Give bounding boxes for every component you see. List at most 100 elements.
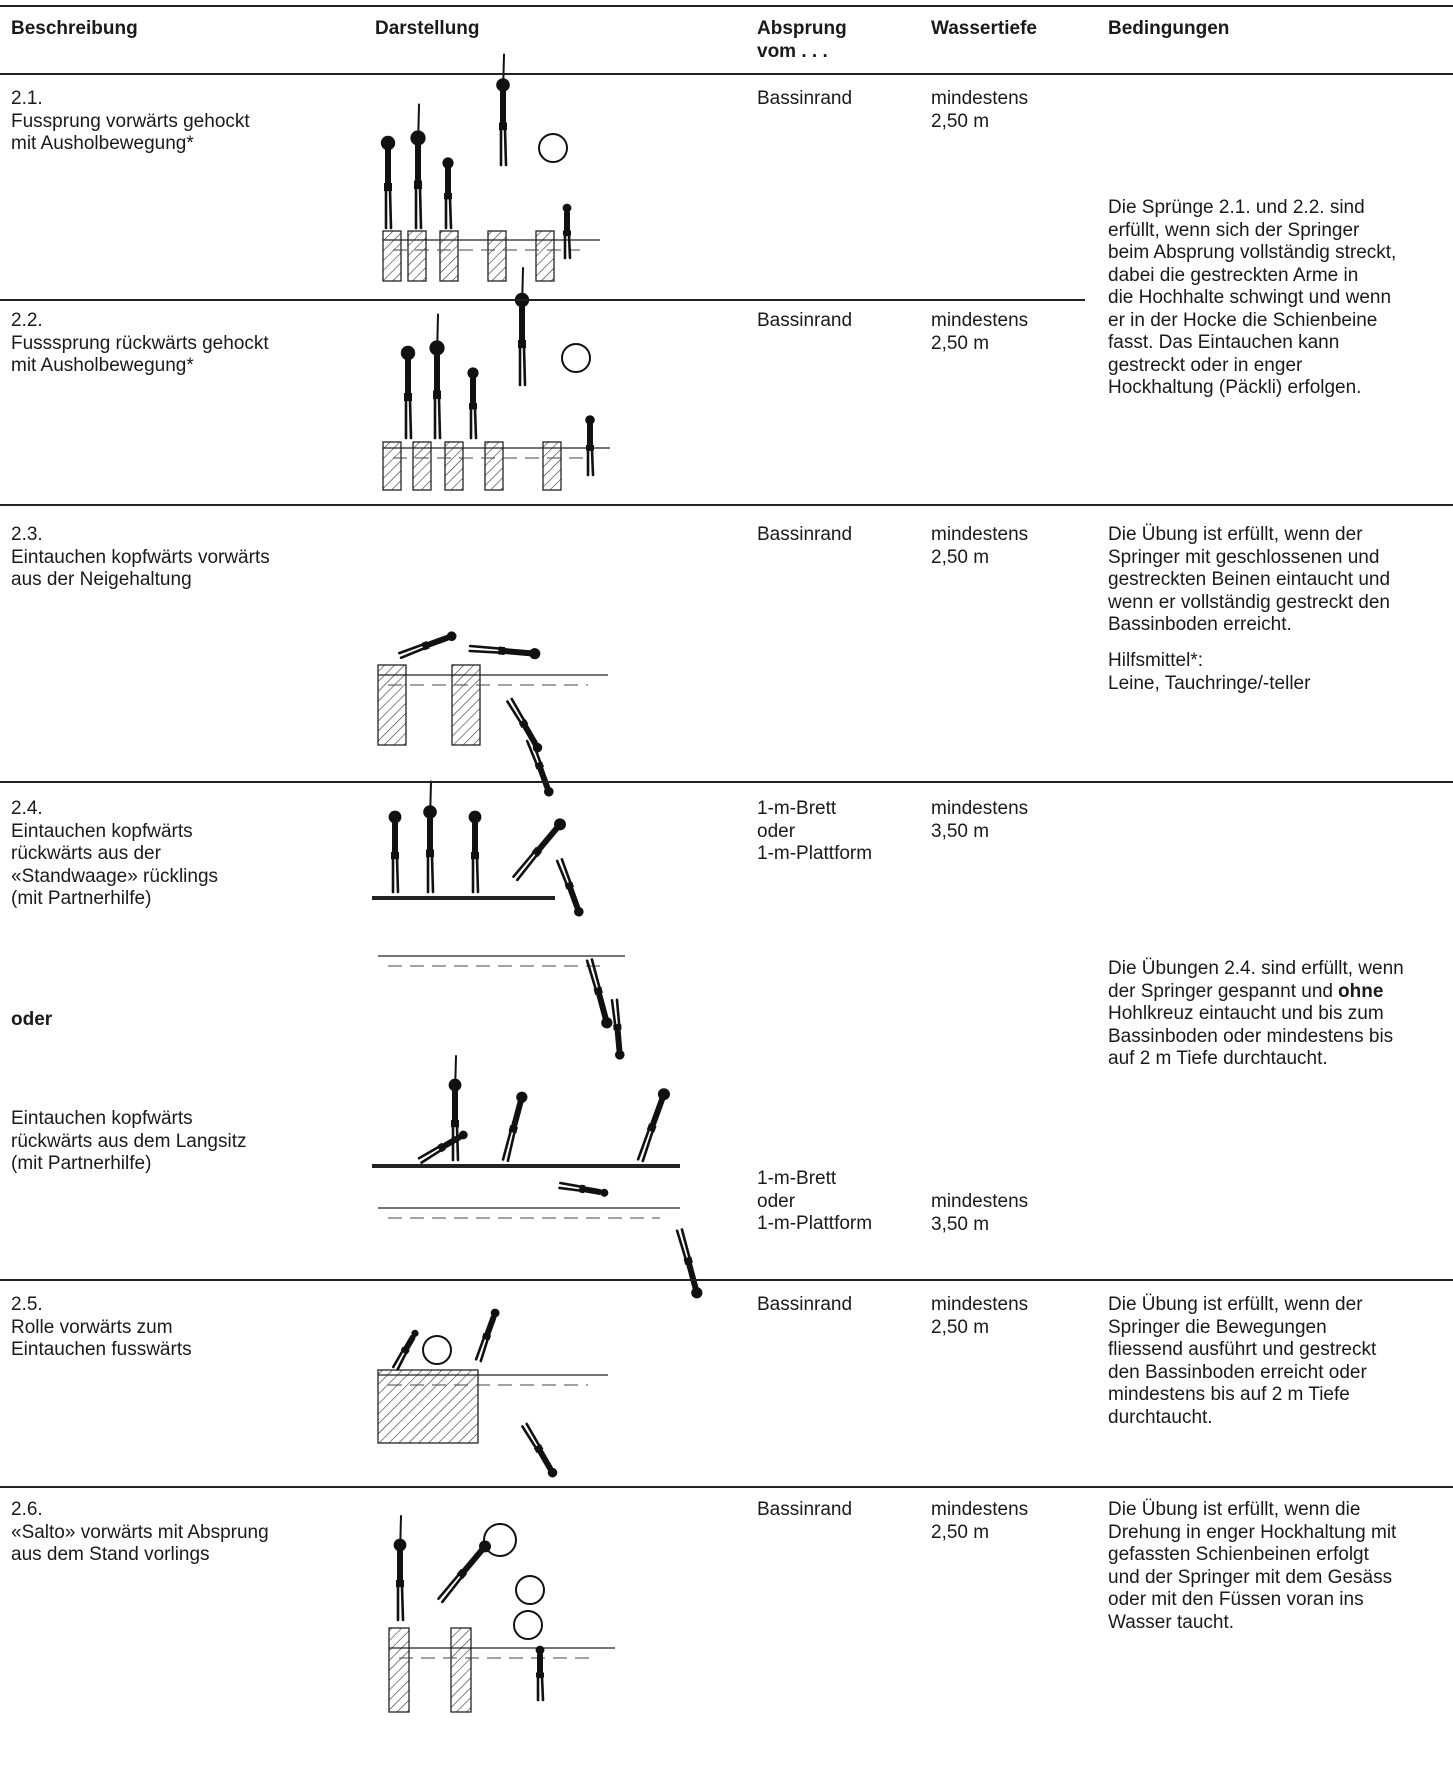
figure <box>585 958 613 1029</box>
wassertiefe: 2,50 m <box>931 1316 990 1338</box>
bedingungen: der Springer gespannt und <box>1108 980 1333 1002</box>
pool-wall <box>412 441 432 491</box>
absprung: Bassinrand <box>757 310 853 331</box>
wassertiefe: mindestens <box>931 1499 1029 1520</box>
wassertiefe: 3,50 m <box>931 1213 990 1235</box>
description: Rolle vorwärts zum <box>11 1316 173 1338</box>
tuck-figure <box>513 1610 543 1640</box>
bedingungen: Springer die Bewegungen <box>1108 1316 1327 1338</box>
description: rückwärts aus dem Langsitz <box>11 1130 247 1152</box>
bedingungen: Die Sprünge 2.1. und 2.2. sind <box>1108 197 1365 218</box>
row-rule <box>0 299 1085 301</box>
pool-wall <box>382 230 402 282</box>
wassertiefe: 2,50 m <box>931 332 990 354</box>
bedingungen: fasst. Das Eintauchen kann <box>1108 332 1340 353</box>
column-header: Darstellung <box>375 18 480 39</box>
bedingungen: oder mit den Füssen voran ins <box>1108 1589 1364 1610</box>
bedingungen: Hockhaltung (Päckli) erfolgen. <box>1108 377 1362 398</box>
figure <box>448 1055 462 1162</box>
column-header: Absprung <box>757 18 847 39</box>
figure <box>496 53 510 167</box>
figure <box>512 818 566 882</box>
row-number: 2.3. <box>11 524 43 545</box>
description: (mit Partnerhilfe) <box>11 888 152 909</box>
description: Fusssprung rückwärts gehockt <box>11 332 269 354</box>
tuck-figure <box>483 1523 517 1557</box>
row-rule <box>0 5 1453 7</box>
pool-wall <box>451 664 481 746</box>
wassertiefe: 2,50 m <box>931 546 990 568</box>
hilfsmittel: Leine, Tauchringe/-teller <box>1108 672 1311 694</box>
description: mit Ausholbewegung* <box>11 133 194 154</box>
figure <box>391 1329 419 1371</box>
wassertiefe: 2,50 m <box>931 1521 990 1543</box>
description: Eintauchen kopfwärts <box>11 820 193 842</box>
description: Eintauchen fusswärts <box>11 1339 192 1360</box>
tuck-figure <box>515 1575 545 1605</box>
bedingungen: durchtaucht. <box>1108 1406 1213 1428</box>
tuck-figure <box>422 1335 452 1365</box>
bedingungen: Die Übung ist erfüllt, wenn der <box>1108 1294 1363 1315</box>
bedingungen: fliessend ausführt und gestreckt <box>1108 1339 1377 1360</box>
column-header: vom . . . <box>757 40 828 62</box>
bedingungen: mindestens bis auf 2 m Tiefe <box>1108 1384 1350 1405</box>
bedingungen-bold: ohne <box>1338 980 1384 1002</box>
pool-wall <box>377 664 407 746</box>
description: «Salto» vorwärts mit Absprung <box>11 1521 269 1543</box>
bedingungen: gefassten Schienbeinen erfolgt <box>1108 1544 1369 1565</box>
row-rule <box>0 73 1453 75</box>
figure <box>442 157 454 230</box>
description: «Standwaage» rücklings <box>11 865 219 887</box>
bedingungen: er in der Hocke die Schienbeine <box>1108 309 1378 331</box>
figure <box>675 1228 703 1299</box>
bedingungen: Springer mit geschlossenen und <box>1108 546 1380 568</box>
description: aus der Neigehaltung <box>11 569 192 590</box>
row-number: 2.5. <box>11 1294 43 1315</box>
bedingungen: gestreckten Beinen eintaucht und <box>1108 569 1391 590</box>
row-rule <box>0 1279 1453 1281</box>
figure <box>423 780 437 894</box>
wassertiefe: mindestens <box>931 524 1029 545</box>
figure <box>429 313 445 440</box>
absprung: 1-m-Brett <box>757 1168 837 1189</box>
absprung: oder <box>757 1190 796 1212</box>
pool-wall <box>407 230 427 282</box>
wassertiefe: 2,50 m <box>931 110 990 132</box>
figure <box>468 644 541 660</box>
bedingungen: Drehung in enger Hockhaltung mit <box>1108 1521 1397 1543</box>
figure <box>467 367 479 440</box>
bedingungen: auf 2 m Tiefe durchtaucht. <box>1108 1048 1328 1069</box>
figure <box>506 697 543 753</box>
description: rückwärts aus der <box>11 843 161 864</box>
row-rule <box>0 781 1453 783</box>
wassertiefe: 3,50 m <box>931 820 990 842</box>
row-rule <box>0 504 1453 506</box>
absprung: Bassinrand <box>757 524 853 545</box>
figure <box>555 858 584 917</box>
bedingungen: erfüllt, wenn sich der Springer <box>1108 219 1360 241</box>
wassertiefe: mindestens <box>931 1294 1029 1315</box>
bedingungen: und der Springer mit dem Gesäss <box>1108 1566 1393 1588</box>
bedingungen: den Bassinboden erreicht oder <box>1108 1361 1367 1383</box>
description: aus dem Stand vorlings <box>11 1544 210 1565</box>
absprung: 1-m-Plattform <box>757 843 873 864</box>
figure <box>410 103 426 230</box>
hilfsmittel: Hilfsmittel*: <box>1108 650 1204 671</box>
column-header: Wassertiefe <box>931 18 1037 39</box>
pool-wall <box>542 441 562 491</box>
figure <box>558 1181 609 1197</box>
figure <box>525 738 554 797</box>
bedingungen: Die Übungen 2.4. sind erfüllt, wenn <box>1108 958 1404 979</box>
figure <box>388 810 402 894</box>
wassertiefe: mindestens <box>931 310 1029 331</box>
tuck-figure <box>561 343 591 373</box>
description: mit Ausholbewegung* <box>11 355 194 376</box>
column-header: Bedingungen <box>1108 18 1230 39</box>
bedingungen: Hohlkreuz eintaucht und bis zum <box>1108 1003 1384 1024</box>
figure <box>474 1308 500 1363</box>
figure <box>468 810 482 894</box>
oder: oder <box>11 1009 53 1030</box>
pool-wall <box>535 230 555 282</box>
